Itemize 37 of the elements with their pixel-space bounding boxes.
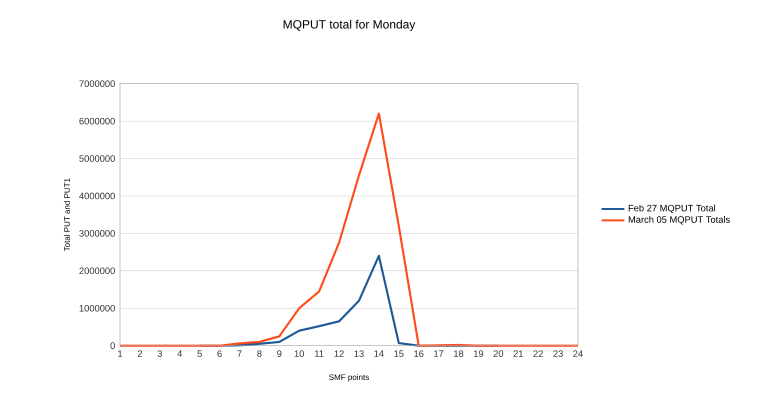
y-axis-title: Total PUT and PUT1	[64, 178, 70, 252]
x-tick-label: 19	[474, 350, 484, 357]
x-tick-label: 12	[334, 350, 344, 357]
x-tick-label: 7	[237, 350, 242, 357]
x-tick-label: 18	[454, 350, 464, 357]
x-tick-label: 11	[315, 350, 324, 357]
x-tick-label: 20	[494, 350, 504, 357]
y-tick-label: 5000000	[79, 155, 115, 162]
x-tick-label: 10	[294, 350, 304, 357]
y-tick-label: 6000000	[79, 118, 115, 124]
legend-label: March 05 MQPUT Totals	[628, 216, 730, 225]
x-tick-label: 15	[394, 350, 404, 357]
x-tick-label: 22	[533, 350, 543, 357]
y-tick-label: 4000000	[79, 192, 115, 200]
chart-title: MQPUT total for Monday	[284, 20, 416, 31]
x-tick-label: 13	[354, 350, 364, 357]
x-tick-label: 4	[177, 350, 182, 357]
y-tick-label: 2000000	[79, 268, 115, 274]
x-tick-label: 1	[118, 350, 122, 357]
y-tick-label: 7000000	[79, 80, 115, 87]
x-tick-label: 8	[257, 350, 262, 357]
x-tick-label: 24	[573, 350, 583, 357]
x-tick-label: 6	[217, 350, 222, 357]
legend-label: Feb 27 MQPUT Total	[628, 204, 716, 214]
x-tick-label: 16	[414, 350, 424, 357]
x-tick-label: 17	[434, 350, 444, 357]
y-tick-label: 0	[110, 342, 115, 349]
y-tick-label: 1000000	[80, 304, 115, 312]
x-tick-label: 5	[197, 350, 202, 357]
x-tick-label: 9	[277, 350, 282, 357]
x-tick-label: 14	[374, 350, 384, 357]
x-tick-label: 2	[138, 350, 142, 357]
y-tick-label: 3000000	[79, 230, 115, 237]
x-tick-label: 21	[514, 350, 523, 357]
x-axis-title: SMF points	[329, 374, 369, 382]
x-tick-label: 3	[158, 350, 162, 357]
x-tick-label: 23	[553, 350, 563, 357]
